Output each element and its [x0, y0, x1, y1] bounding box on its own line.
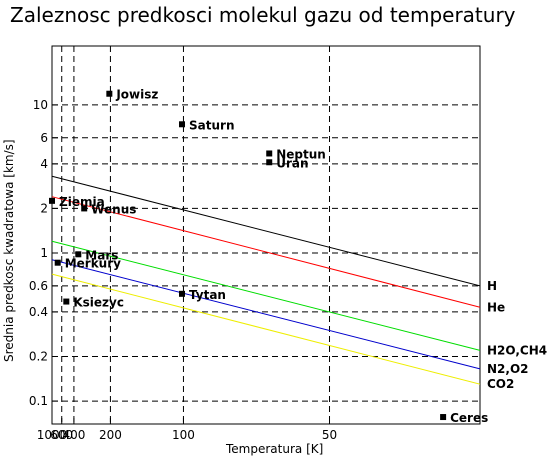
series-label: CO2: [487, 377, 514, 391]
data-point: [63, 298, 70, 305]
data-point: [179, 290, 186, 297]
y-tick-label: 0.2: [29, 349, 48, 363]
plot-frame: [51, 45, 481, 425]
data-point: [75, 251, 82, 258]
data-point: [266, 159, 273, 166]
x-tick-label: 1000: [37, 428, 68, 442]
data-point: [440, 414, 447, 421]
series-line: [51, 175, 481, 287]
x-tick-label: 400: [62, 428, 85, 442]
x-tick-label: 100: [172, 428, 195, 442]
data-point: [81, 205, 88, 212]
x-tick-label: 200: [99, 428, 122, 442]
point-label: Neptun: [276, 147, 326, 161]
y-tick-label: 10: [33, 98, 48, 112]
data-point: [54, 259, 61, 266]
x-tick-label: 50: [322, 428, 337, 442]
point-label: Wenus: [91, 202, 136, 216]
point-label: Saturn: [189, 118, 234, 132]
chart-title: Zaleznosc predkosci molekul gazu od temp…: [10, 3, 516, 27]
point-label: Ziemia: [59, 195, 105, 209]
data-point: [266, 150, 273, 157]
y-tick-label: 4: [40, 157, 48, 171]
y-tick-label: 0.6: [29, 279, 48, 293]
x-tick-label: 600: [50, 428, 73, 442]
series-line: [51, 196, 481, 308]
y-tick-label: 1: [40, 246, 48, 260]
y-tick-label: 2: [40, 201, 48, 215]
point-label: Uran: [276, 156, 308, 170]
point-label: Merkury: [65, 257, 121, 271]
series-label: He: [487, 300, 505, 314]
point-label: Ceres: [450, 411, 488, 425]
point-label: Jowisz: [115, 88, 158, 102]
series-label: H: [487, 279, 497, 293]
series-label: H2O,CH4: [487, 343, 547, 357]
data-point: [106, 90, 113, 97]
series-line: [51, 259, 481, 370]
series-line: [51, 240, 481, 351]
point-label: Tytan: [189, 288, 226, 302]
series-label: N2,O2: [487, 362, 529, 376]
point-label: Mars: [85, 248, 118, 262]
grid: [52, 46, 480, 424]
y-ticks: 0.1 0.2 0.4 0.6 1 2 4 6 10: [29, 98, 58, 408]
x-axis-label: Temperatura [K]: [225, 442, 323, 456]
data-point: [49, 197, 55, 204]
point-label: Ksiezyc: [73, 296, 124, 310]
y-tick-label: 0.1: [29, 394, 48, 408]
series-line: [51, 273, 481, 385]
y-tick-label: 0.4: [29, 305, 48, 319]
y-tick-label: 6: [40, 131, 48, 145]
data-point: [179, 121, 186, 128]
y-axis-label: Srednia predkosc kwadratowa [km/s]: [2, 139, 16, 362]
